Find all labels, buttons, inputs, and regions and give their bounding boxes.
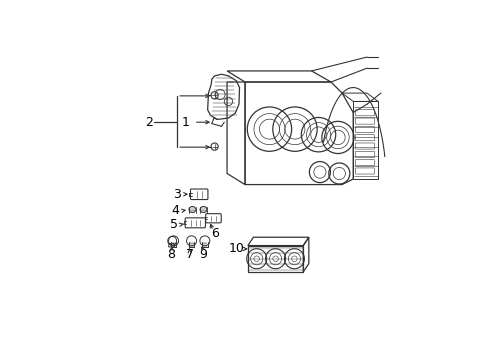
Text: 3: 3 xyxy=(173,188,181,201)
Text: 5: 5 xyxy=(170,218,178,231)
Text: 2: 2 xyxy=(145,116,153,129)
Text: 10: 10 xyxy=(228,242,244,255)
Text: 6: 6 xyxy=(210,226,218,240)
Text: 9: 9 xyxy=(199,248,207,261)
Text: 7: 7 xyxy=(185,248,193,261)
Text: 1: 1 xyxy=(181,116,189,129)
Text: 8: 8 xyxy=(167,248,175,261)
Text: 4: 4 xyxy=(171,204,179,217)
